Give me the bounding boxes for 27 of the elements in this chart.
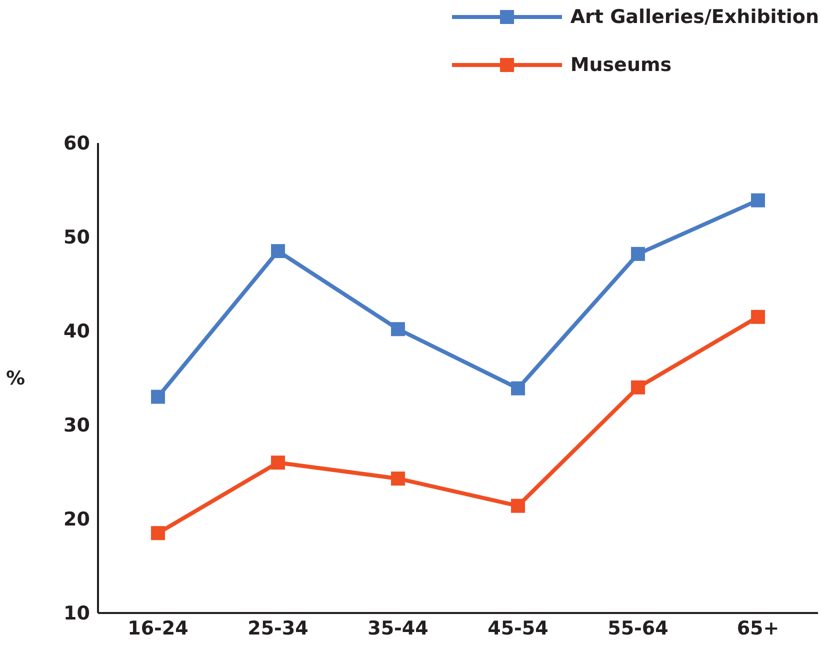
point [751, 310, 765, 324]
point [511, 498, 525, 513]
point [151, 526, 165, 540]
point [511, 381, 525, 396]
x-tick-label: 16-24 [128, 617, 188, 640]
y-tick-label: 10 [64, 602, 90, 625]
y-axis-title: % [6, 368, 26, 390]
y-tick-label: 60 [64, 132, 90, 155]
point [151, 390, 165, 404]
point [271, 244, 285, 258]
point [391, 472, 405, 486]
point [751, 193, 765, 208]
x-tick-label: 45-54 [488, 617, 548, 640]
point [271, 456, 285, 470]
x-tick-label: 25-34 [248, 617, 308, 640]
point [631, 246, 645, 261]
y-tick-label: 20 [64, 508, 90, 531]
x-tick-label: 35-44 [368, 617, 428, 640]
x-tick-label: 55-64 [608, 617, 668, 640]
y-tick-label: 40 [64, 320, 90, 343]
x-tick-label: 65+ [736, 617, 780, 640]
point [631, 380, 645, 394]
point [391, 322, 405, 336]
y-tick-label: 30 [64, 414, 90, 437]
legend-label: Museums [570, 54, 672, 76]
legend-label: Art Galleries/Exhibition [570, 6, 819, 28]
y-tick-label: 50 [64, 226, 90, 249]
